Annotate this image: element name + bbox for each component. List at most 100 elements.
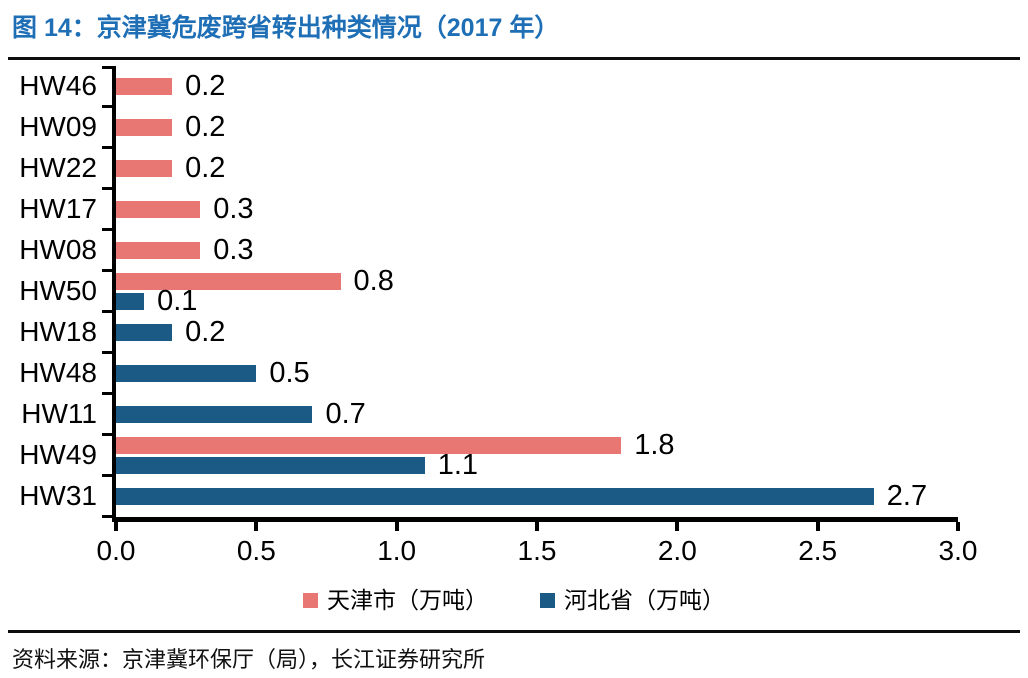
y-axis-tick bbox=[102, 268, 112, 272]
value-label-hw17-tianjin: 0.3 bbox=[213, 192, 254, 225]
legend-item-hebei: 河北省（万吨） bbox=[540, 589, 725, 612]
bar-line: 0.7 bbox=[116, 399, 958, 428]
bar-line: 0.2 bbox=[116, 71, 958, 100]
y-axis-tick bbox=[102, 104, 112, 108]
y-axis-labels: HW46 HW09 HW22 HW17 HW08 HW50 HW18 HW48 HW11 HW49… bbox=[0, 66, 112, 522]
bar-line: 0.2 bbox=[116, 153, 958, 182]
legend-swatch-hebei bbox=[540, 593, 555, 608]
bar-line: 0.3 bbox=[116, 235, 958, 264]
value-label-hw22-tianjin: 0.2 bbox=[185, 151, 226, 184]
bar-line: 2.7 bbox=[116, 481, 958, 510]
y-axis-tick bbox=[102, 186, 112, 190]
x-axis-tick bbox=[815, 521, 820, 531]
x-axis-tick-label: 1.0 bbox=[377, 534, 417, 566]
bar-line: 0.2 bbox=[116, 112, 958, 141]
legend-item-tianjin: 天津市（万吨） bbox=[303, 589, 488, 612]
bar-hw08-tianjin bbox=[116, 241, 201, 259]
legend-label-hebei: 河北省（万吨） bbox=[564, 587, 725, 613]
bar-hw09-tianjin bbox=[116, 118, 173, 136]
x-axis-tick bbox=[114, 521, 118, 531]
bar-row-hw08: 0.3 bbox=[116, 230, 958, 271]
category-label-hw09: HW09 bbox=[19, 111, 97, 142]
value-label-hw49-tianjin: 1.8 bbox=[634, 428, 675, 461]
bar-line: 0.2 bbox=[116, 317, 958, 346]
x-axis-tick bbox=[675, 521, 680, 531]
value-label-hw09-tianjin: 0.2 bbox=[185, 110, 226, 143]
value-label-hw49-hebei: 1.1 bbox=[437, 448, 479, 481]
bar-hw18-hebei bbox=[116, 323, 173, 341]
category-label-hw08: HW08 bbox=[19, 234, 97, 265]
bar-row-hw49: 1.8 1.1 bbox=[116, 430, 958, 479]
bar-row-hw09: 0.2 bbox=[116, 107, 958, 148]
x-axis-tick bbox=[956, 521, 960, 531]
chart-grid: HW46 HW09 HW22 HW17 HW08 HW50 HW18 HW48 HW11 HW49… bbox=[0, 65, 1028, 531]
y-axis-tick bbox=[102, 514, 112, 518]
y-axis-tick bbox=[102, 227, 112, 231]
figure-header: 图 14：京津冀危废跨省转出种类情况（2017 年） bbox=[0, 6, 1028, 57]
x-axis-tick bbox=[535, 521, 539, 531]
bar-hw46-tianjin bbox=[116, 77, 173, 95]
category-label-hw11: HW11 bbox=[21, 398, 97, 429]
category-label-hw18: HW18 bbox=[19, 316, 97, 347]
bar-row-hw31: 2.7 bbox=[116, 476, 958, 517]
source-note: 资料来源：京津冀环保厅（局），长江证券研究所 bbox=[12, 646, 486, 672]
value-label-hw18-hebei: 0.2 bbox=[185, 315, 226, 348]
value-label-hw46-tianjin: 0.2 bbox=[185, 69, 226, 102]
bar-line: 0.5 bbox=[116, 358, 958, 387]
bar-hw49-hebei bbox=[116, 456, 425, 474]
x-axis-tick-label: 3.0 bbox=[938, 534, 978, 566]
category-label-hw50: HW50 bbox=[19, 275, 97, 306]
bar-hw17-tianjin bbox=[116, 200, 201, 218]
legend-label-tianjin: 天津市（万吨） bbox=[327, 587, 488, 613]
bar-hw48-hebei bbox=[116, 364, 257, 382]
bar-row-hw18: 0.2 bbox=[116, 312, 958, 353]
value-label-hw48-hebei: 0.5 bbox=[269, 356, 310, 389]
y-axis-tick bbox=[102, 350, 112, 354]
title-divider bbox=[8, 56, 1020, 60]
x-axis-tick bbox=[394, 521, 399, 531]
y-axis-tick bbox=[102, 473, 112, 477]
x-axis-tick bbox=[254, 521, 259, 531]
x-axis-tick-label: 2.0 bbox=[657, 534, 697, 566]
value-label-hw31-hebei: 2.7 bbox=[886, 479, 928, 512]
bar-line: 1.1 bbox=[116, 450, 958, 479]
legend-swatch-tianjin bbox=[303, 593, 318, 608]
x-axis-tick-label: 0.5 bbox=[236, 534, 276, 566]
category-label-hw22: HW22 bbox=[19, 152, 97, 183]
figure-title: 图 14：京津冀危废跨省转出种类情况（2017 年） bbox=[12, 14, 560, 42]
value-label-hw11-hebei: 0.7 bbox=[325, 397, 366, 430]
bar-row-hw22: 0.2 bbox=[116, 148, 958, 189]
category-label-hw46: HW46 bbox=[19, 70, 97, 101]
bar-row-hw50: 0.8 0.1 bbox=[116, 266, 958, 315]
chart-legend: 天津市（万吨） 河北省（万吨） bbox=[0, 586, 1028, 616]
category-label-hw48: HW48 bbox=[19, 357, 97, 388]
y-axis-tick bbox=[102, 309, 112, 313]
x-axis-tick-label: 0.0 bbox=[96, 534, 136, 566]
y-axis-tick bbox=[102, 145, 112, 149]
category-label-hw17: HW17 bbox=[19, 193, 97, 224]
y-axis-tick bbox=[102, 65, 112, 69]
x-axis-tick-label: 1.5 bbox=[517, 534, 557, 566]
bar-row-hw46: 0.2 bbox=[116, 66, 958, 107]
bar-chart: HW46 HW09 HW22 HW17 HW08 HW50 HW18 HW48 HW11 HW49… bbox=[0, 65, 1028, 616]
bar-line: 0.1 bbox=[116, 286, 958, 315]
value-label-hw50-hebei: 0.1 bbox=[157, 284, 198, 317]
bar-row-hw48: 0.5 bbox=[116, 353, 958, 394]
bar-hw49-tianjin bbox=[116, 436, 622, 454]
bar-hw50-hebei bbox=[116, 292, 145, 310]
bar-line: 0.8 bbox=[116, 266, 958, 295]
bar-row-hw11: 0.7 bbox=[116, 394, 958, 435]
y-axis-tick bbox=[102, 391, 112, 395]
bar-hw22-tianjin bbox=[116, 159, 173, 177]
bar-hw11-hebei bbox=[116, 405, 313, 423]
bar-hw31-hebei bbox=[116, 487, 874, 505]
category-label-hw49: HW49 bbox=[19, 439, 97, 470]
plot-area: 0.2 0.2 0.2 0.3 0.3 0.8 0.1 0.2 0.5 0.7 1.8 1.1 2.7 bbox=[102, 65, 960, 531]
value-label-hw50-tianjin: 0.8 bbox=[353, 264, 394, 297]
x-axis-tick-label: 2.5 bbox=[798, 534, 838, 566]
bar-row-hw17: 0.3 bbox=[116, 189, 958, 230]
y-axis-tick bbox=[102, 432, 112, 436]
bar-line: 0.3 bbox=[116, 194, 958, 223]
x-axis-tick-labels: 0.0 0.5 1.0 1.5 2.0 2.5 3.0 bbox=[97, 534, 978, 576]
